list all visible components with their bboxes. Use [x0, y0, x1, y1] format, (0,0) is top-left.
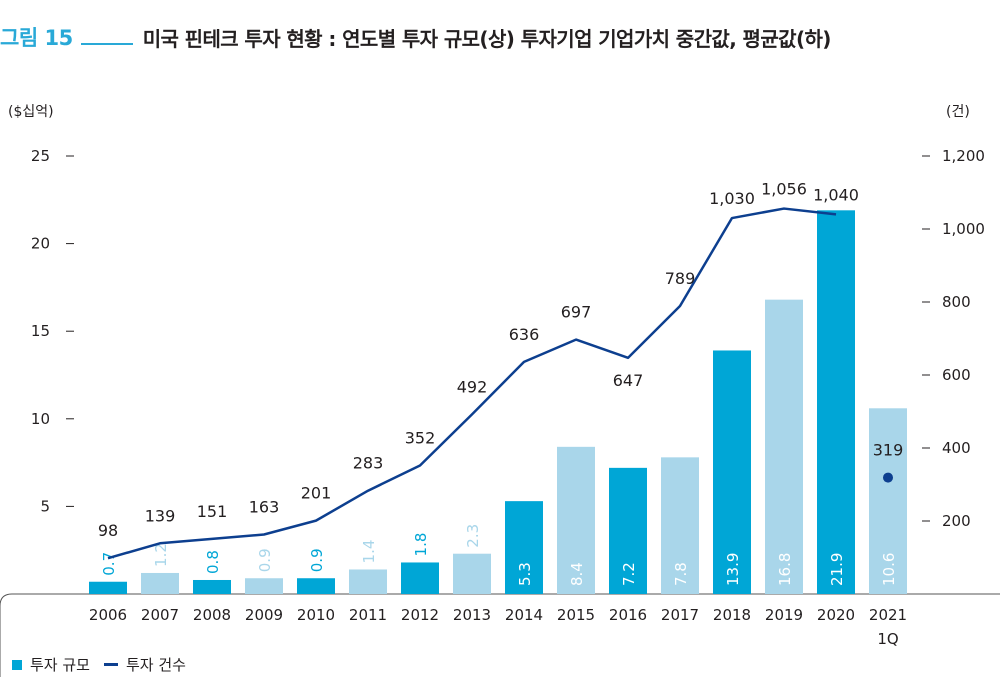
line-value-label: 139: [145, 506, 176, 525]
bar-value-label: 1.4: [360, 540, 378, 564]
bar-value-label: 10.6: [880, 553, 898, 586]
right-tick-label: 600: [942, 366, 971, 384]
bar: [193, 579, 231, 594]
left-tick-label: 5: [40, 497, 50, 515]
line-value-label: 789: [665, 269, 696, 288]
x-tick-label: 2009: [245, 606, 283, 624]
bar-value-label: 1.2: [152, 543, 170, 567]
legend-bar-label: 투자 규모: [30, 656, 90, 674]
line-value-label: 1,040: [813, 185, 859, 204]
x-tick-label: 2006: [89, 606, 127, 624]
right-tick-label: 1,200: [942, 147, 985, 165]
bar-value-label: 13.9: [724, 553, 742, 586]
left-axis: ($십억) 5 10 15 20 25: [8, 104, 74, 515]
bar-series: 0.7 1.2 0.8 0.9 0.9 1.4 1.8 2.35.3 8.4 7.2 7.8 13.9…: [89, 210, 907, 594]
x-tick-label: 2015: [557, 606, 595, 624]
bar-value-label: 1.8: [412, 533, 430, 557]
line-value-label: 151: [197, 502, 228, 521]
legend: 투자 규모 투자 건수: [12, 654, 186, 675]
chart-frame: [0, 593, 1000, 677]
line-value-label: 1,030: [709, 189, 755, 208]
bar-value-label: 16.8: [776, 553, 794, 586]
x-tick-label: 2012: [401, 606, 439, 624]
x-tick-label: 1Q: [877, 630, 898, 648]
left-tick-label: 20: [31, 235, 50, 253]
baseline-frame: [0, 593, 1000, 607]
figure-title-row: 그림 15 미국 핀테크 투자 현황 : 연도별 투자 규모(상) 투자기업 기…: [0, 22, 831, 52]
bar: [609, 467, 647, 594]
bar-value-label: 7.2: [620, 562, 638, 586]
x-axis: 2006 2007 2008 2009 2010 2011 2012 2013 2014 2015…: [89, 606, 907, 648]
x-tick-label: 2007: [141, 606, 179, 624]
bar: [297, 578, 335, 594]
bar: [505, 501, 543, 594]
line-value-label: 163: [249, 498, 280, 517]
x-tick-label: 2017: [661, 606, 699, 624]
bar: [141, 572, 179, 594]
bar: [245, 578, 283, 594]
bar: [453, 553, 491, 594]
x-tick-label: 2014: [505, 606, 543, 624]
bar-value-label: 2.3: [464, 524, 482, 548]
bar: [89, 581, 127, 594]
line-value-label: 647: [613, 371, 644, 390]
right-axis-label: (건): [946, 104, 970, 120]
x-tick-label: 2021: [869, 606, 907, 624]
x-tick-label: 2008: [193, 606, 231, 624]
bar: [869, 408, 907, 594]
right-tick-label: 200: [942, 512, 971, 530]
bar: [661, 457, 699, 594]
bar: [713, 350, 751, 594]
bar-value-label: 0.9: [308, 548, 326, 572]
x-tick-label: 2010: [297, 606, 335, 624]
bar-value-label: 0.9: [256, 548, 274, 572]
x-tick-label: 2013: [453, 606, 491, 624]
bar-value-label: 21.9: [828, 553, 846, 586]
title-divider-line: [80, 29, 133, 45]
x-tick-label: 2011: [349, 606, 387, 624]
bar: [817, 210, 855, 594]
bar-value-label: 5.3: [516, 562, 534, 586]
right-tick-label: 1,000: [942, 220, 985, 238]
line-value-label: 492: [457, 377, 488, 396]
bar: [765, 299, 803, 594]
bar: [401, 562, 439, 594]
bar-value-label: 8.4: [568, 562, 586, 586]
legend-line-label: 투자 건수: [125, 656, 186, 674]
right-tick-label: 800: [942, 293, 971, 311]
marker-point: [883, 472, 893, 483]
left-axis-label: ($십억): [8, 104, 54, 120]
legend-bar-swatch: [12, 659, 22, 670]
x-tick-label: 2019: [765, 606, 803, 624]
line-value-label: 697: [561, 303, 592, 322]
bar-value-label: 7.8: [672, 562, 690, 586]
line-value-label: 352: [405, 429, 436, 448]
x-tick-label: 2016: [609, 606, 647, 624]
left-tick-label: 15: [31, 322, 50, 340]
line-value-label: 283: [353, 454, 384, 473]
bar: [349, 569, 387, 594]
bar-value-label: 0.8: [204, 550, 222, 574]
figure-label: 그림 15: [0, 26, 73, 50]
x-tick-label: 2018: [713, 606, 751, 624]
bar: [557, 446, 595, 594]
line-value-label: 98: [98, 521, 118, 540]
legend-line-swatch: [103, 663, 118, 666]
line-value-label: 201: [301, 484, 332, 503]
right-tick-label: 400: [942, 439, 971, 457]
left-tick-label: 10: [31, 410, 50, 428]
line-value-label: 636: [509, 325, 540, 344]
line-value-label: 1,056: [761, 180, 807, 199]
x-tick-label: 2020: [817, 606, 855, 624]
figure-title: 미국 핀테크 투자 현황 : 연도별 투자 규모(상) 투자기업 기업가치 중간…: [142, 26, 832, 51]
marker-value-label: 319: [873, 441, 904, 460]
left-tick-label: 25: [31, 147, 50, 165]
line-series: 98 139 151 163 201 283 352 492 636 697 647 789 1,030…: [98, 180, 904, 560]
right-axis: (건) 200 400 600 800 1,000 1,200: [922, 104, 985, 530]
